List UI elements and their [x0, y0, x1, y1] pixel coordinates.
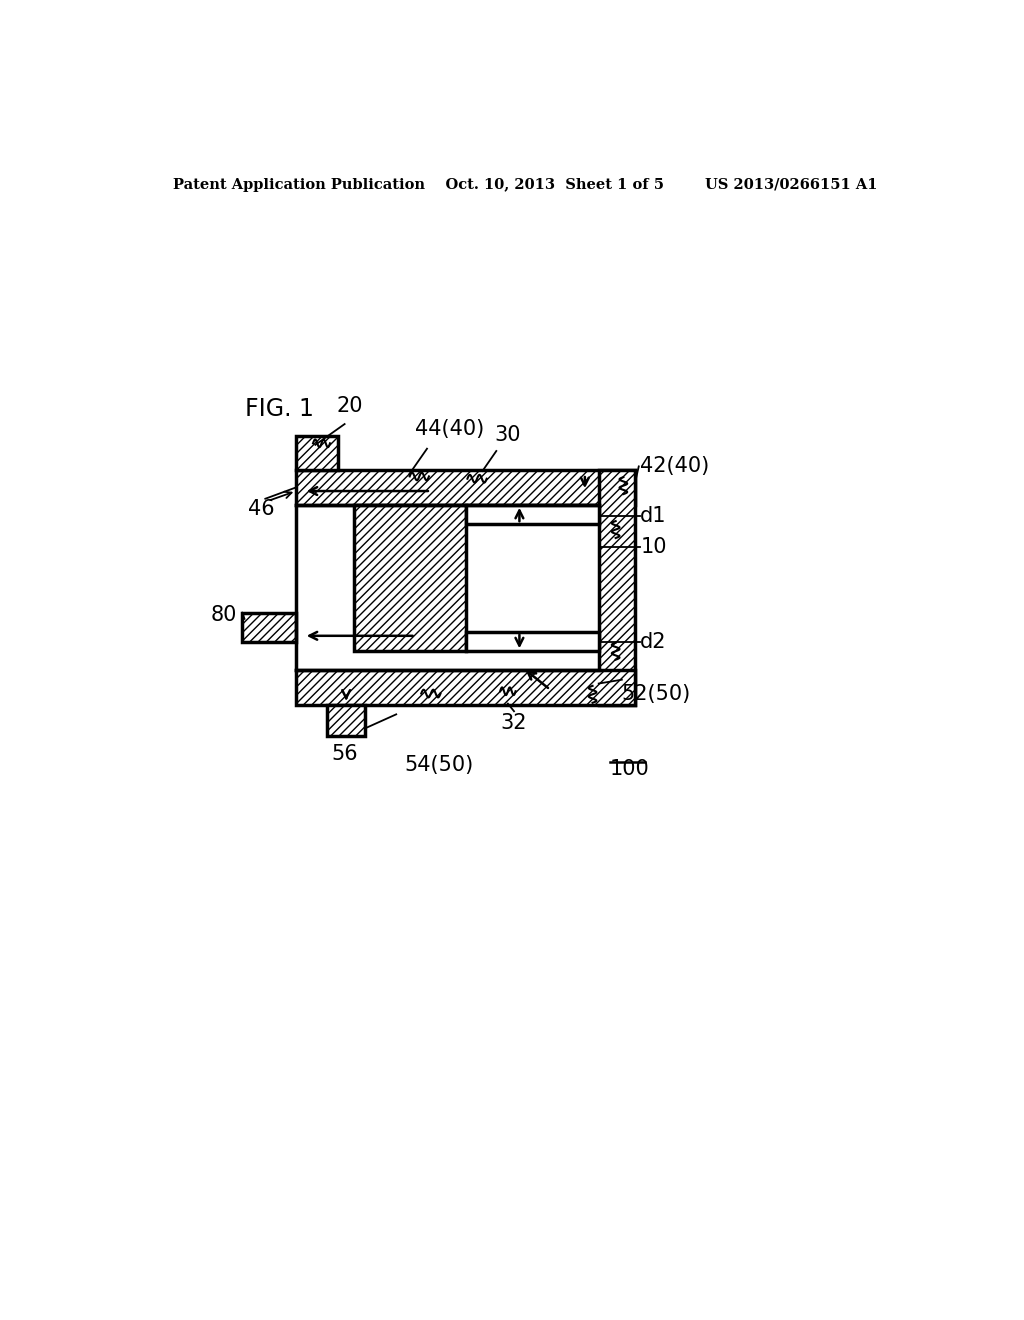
Text: 42(40): 42(40) — [640, 457, 710, 477]
Text: 46: 46 — [248, 499, 274, 519]
Text: 30: 30 — [494, 425, 520, 445]
Bar — [296, 470, 635, 506]
Text: 100: 100 — [609, 759, 649, 779]
Text: FIG. 1: FIG. 1 — [245, 397, 313, 421]
Text: 56: 56 — [332, 743, 358, 763]
Bar — [599, 470, 635, 705]
Text: d1: d1 — [640, 507, 667, 527]
Text: 52(50): 52(50) — [622, 684, 691, 704]
Bar — [466, 632, 599, 651]
Bar — [296, 436, 339, 470]
Bar — [296, 671, 635, 705]
Bar — [243, 612, 296, 642]
Text: 20: 20 — [337, 396, 364, 416]
Text: 10: 10 — [640, 537, 667, 557]
Bar — [327, 705, 366, 737]
Text: d2: d2 — [640, 632, 667, 652]
Bar — [354, 506, 466, 651]
Bar — [466, 506, 599, 524]
Text: 44(40): 44(40) — [416, 420, 484, 440]
Text: 54(50): 54(50) — [403, 755, 473, 775]
Text: 32: 32 — [501, 713, 527, 733]
Text: 80: 80 — [211, 605, 237, 624]
Text: Patent Application Publication    Oct. 10, 2013  Sheet 1 of 5        US 2013/026: Patent Application Publication Oct. 10, … — [173, 178, 877, 191]
